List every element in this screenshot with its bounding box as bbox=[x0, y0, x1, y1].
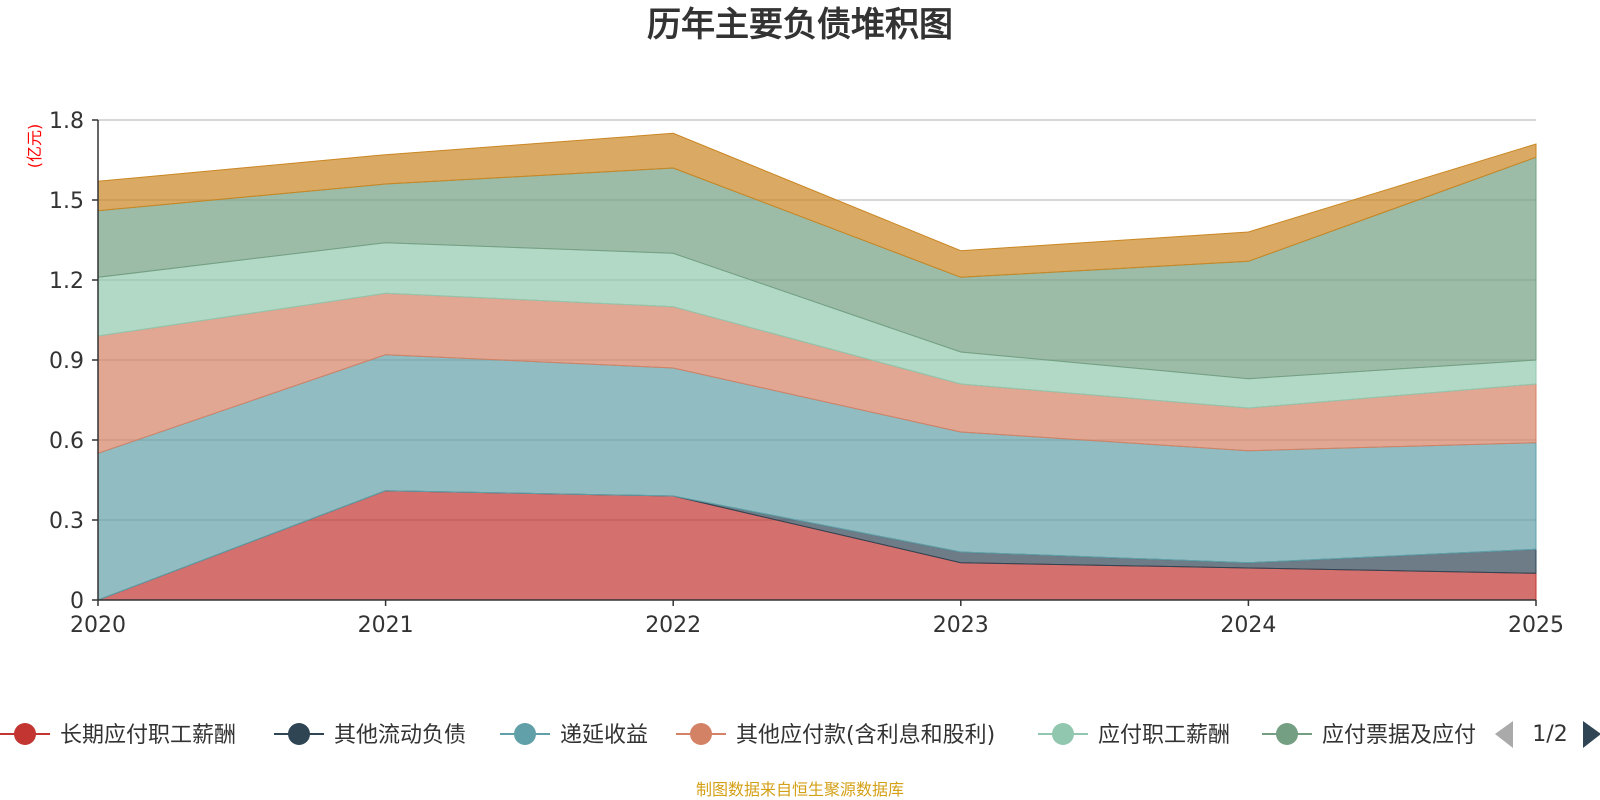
legend-item[interactable]: 其他流动负债 bbox=[274, 723, 466, 748]
legend-item[interactable]: 其他应付款(含利息和股利) bbox=[676, 723, 995, 748]
y-axis-unit: (亿元) bbox=[25, 124, 44, 169]
legend-item[interactable]: 应付职工薪酬 bbox=[1038, 723, 1230, 748]
x-tick-label: 2022 bbox=[645, 613, 701, 638]
legend-marker bbox=[1276, 723, 1298, 745]
legend-marker bbox=[14, 723, 36, 745]
legend-next-icon[interactable] bbox=[1583, 721, 1600, 748]
x-tick-label: 2023 bbox=[933, 613, 989, 638]
legend-label: 其他流动负债 bbox=[334, 723, 466, 748]
y-tick-label: 0.3 bbox=[49, 509, 84, 534]
y-tick-label: 1.5 bbox=[49, 189, 84, 214]
y-tick-label: 0.9 bbox=[49, 349, 84, 374]
legend-pager: 1/2 bbox=[1495, 721, 1600, 748]
y-axis-ticks: 0 0.3 0.6 0.9 1.2 1.5 1.8 bbox=[49, 109, 98, 614]
legend-label: 递延收益 bbox=[560, 723, 648, 748]
chart-title: 历年主要负债堆积图 bbox=[647, 5, 953, 45]
legend-marker bbox=[514, 723, 536, 745]
legend-marker bbox=[288, 723, 310, 745]
legend-item[interactable]: 应付票据及应付 bbox=[1262, 723, 1476, 748]
y-tick-label: 0 bbox=[70, 589, 84, 614]
y-tick-label: 1.8 bbox=[49, 109, 84, 134]
area-合同负债 bbox=[97, 132, 1537, 278]
legend-prev-icon[interactable] bbox=[1495, 721, 1513, 748]
area-series bbox=[97, 132, 1537, 601]
legend-item[interactable]: 长期应付职工薪酬 bbox=[0, 723, 236, 748]
x-tick-label: 2021 bbox=[358, 613, 414, 638]
legend-item[interactable]: 递延收益 bbox=[500, 723, 648, 748]
y-tick-label: 0.6 bbox=[49, 429, 84, 454]
legend-page-indicator: 1/2 bbox=[1532, 722, 1567, 747]
legend-label: 应付票据及应付 bbox=[1322, 723, 1476, 748]
x-tick-label: 2020 bbox=[70, 613, 126, 638]
x-tick-label: 2024 bbox=[1220, 613, 1276, 638]
legend: 长期应付职工薪酬 其他流动负债 递延收益 其他应付款(含利息和股利) 应付职工薪酬 应付票… bbox=[0, 723, 1476, 748]
x-axis-ticks: 2020 2021 2022 2023 2024 2025 bbox=[70, 600, 1564, 638]
legend-label: 其他应付款(含利息和股利) bbox=[736, 723, 995, 748]
legend-label: 应付职工薪酬 bbox=[1098, 723, 1230, 748]
legend-marker bbox=[1052, 723, 1074, 745]
source-note: 制图数据来自恒生聚源数据库 bbox=[696, 780, 904, 799]
legend-label: 长期应付职工薪酬 bbox=[60, 723, 236, 748]
legend-marker bbox=[690, 723, 712, 745]
y-tick-label: 1.2 bbox=[49, 269, 84, 294]
x-tick-label: 2025 bbox=[1508, 613, 1564, 638]
